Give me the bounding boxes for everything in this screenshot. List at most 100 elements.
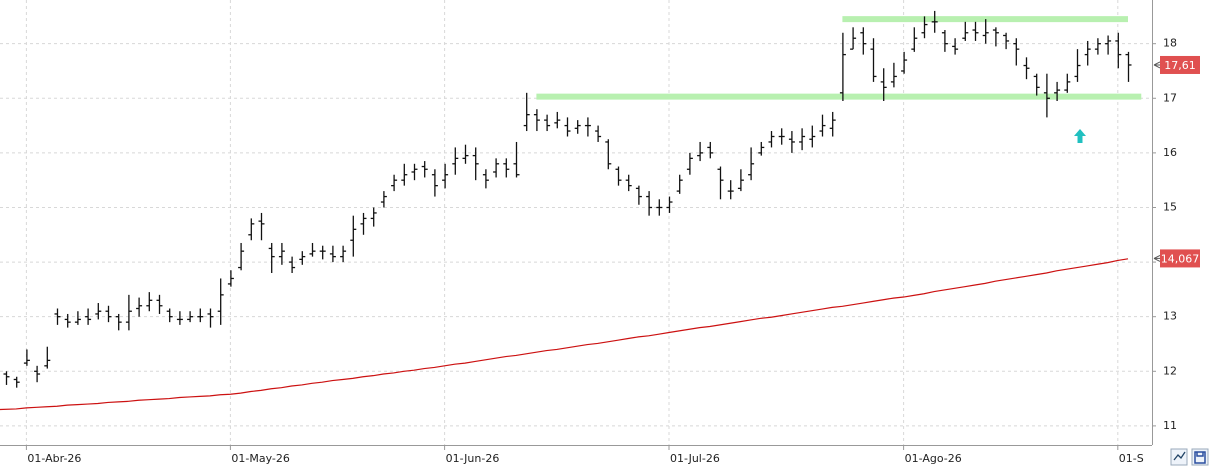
ohlc-bar [819,114,826,137]
ohlc-bar [1074,49,1081,82]
ohlc-bar [635,185,642,205]
ohlc-bar [187,311,194,323]
ohlc-bar [452,147,459,175]
ohlc-bar [1043,73,1050,118]
ohlc-bar [1013,38,1020,66]
ohlc-bar [799,128,806,151]
ohlc-bar [258,212,265,241]
ohlc-bar [391,174,398,192]
ohlc-bar [503,158,510,178]
ohlc-bar [431,169,438,197]
ohlc-bar [921,16,928,39]
ohlc-bar [646,191,653,216]
ohlc-bar [1064,73,1071,93]
ohlc-bar [758,141,765,156]
y-tick-label: 17 [1163,91,1177,104]
ohlc-bar [544,114,551,132]
ohlc-bar [982,19,989,44]
ohlc-bar [1105,35,1112,55]
x-tick-label: 01-May-26 [231,452,289,465]
x-tick-label: 01-Ago-26 [905,452,962,465]
price-label-box [1160,55,1200,74]
y-tick-label: 11 [1163,419,1177,432]
ohlc-bar [788,131,795,153]
ohlc-bar [482,169,489,189]
ohlc-bar [207,308,214,328]
ohlc-bar [1125,51,1132,82]
ohlc-bar [125,294,132,331]
up-arrow [1074,129,1086,143]
ohlc-bar [605,139,612,170]
ohlc-bar [227,270,234,287]
ohlc-bar [176,311,183,325]
ohlc-bar [34,365,41,383]
ohlc-bar [166,308,173,323]
ohlc-bar [1033,73,1040,96]
ohlc-bar [513,141,520,178]
ohlc-bar [95,303,102,320]
price-label: 17,61 [1164,59,1196,72]
price-label-box [1160,249,1200,268]
y-tick-label: 16 [1163,146,1177,159]
grid-layer [0,0,1152,445]
y-tick-label: 18 [1163,37,1177,50]
ohlc-bar [554,111,561,129]
ohlc-bar [962,21,969,41]
tool-button[interactable] [1170,448,1188,466]
ohlc-bar [197,308,204,323]
tool-icon [1173,451,1186,461]
ohlc-bar [615,166,622,186]
ohlc-bar [146,292,153,312]
ohlc-bar [44,346,51,369]
ohlc-bar [278,242,285,265]
ohlc-bar [737,169,744,192]
ohlc-bar [717,166,724,200]
ohlc-bar [992,27,999,47]
bar-layer [3,10,1132,388]
ohlc-bar [829,111,836,137]
save-button[interactable] [1191,448,1209,466]
ohlc-bar [574,120,581,134]
ohlc-bar [74,311,81,325]
ohlc-bar [911,27,918,52]
price-label: 14,067 [1161,252,1200,265]
ohlc-bar [1054,81,1061,102]
ohlc-bar [238,242,245,271]
y-tick-label: 13 [1163,310,1177,323]
ohlc-bar [329,245,336,263]
x-tick-label: 01-Abr-26 [27,452,81,465]
y-tick-label: 15 [1163,200,1177,213]
ohlc-bar [340,245,347,263]
ohlc-bar [839,32,846,102]
ohlc-bar [370,207,377,227]
ohlc-bar [850,27,857,50]
ohlc-bar [778,128,785,145]
ohlc-bar [268,242,275,274]
x-tick-label: 01-Jun-26 [446,452,500,465]
ohlc-bar [564,117,571,137]
ohlc-bar [3,371,10,385]
ohlc-bar [23,349,30,366]
ohlc-bar [727,180,734,200]
ohlc-bar [248,218,255,241]
ohlc-bar [217,278,224,325]
ohlc-bar [1023,57,1030,80]
ohlc-bar [972,21,979,41]
ohlc-bar [595,125,602,142]
ohlc-bar [13,376,20,388]
ohlc-bar [697,141,704,162]
ohlc-bar [625,174,632,192]
ohlc-bar [901,51,908,74]
ohlc-bar [289,256,296,274]
ohlc-bar [350,215,357,257]
ohlc-bar [115,313,122,331]
x-tick-label: 01-S [1119,452,1144,465]
ohlc-bar [666,196,673,213]
ohlc-bar [309,242,316,257]
ohlc-bar [656,199,663,216]
ohlc-bar [748,147,755,181]
ohlc-bar [870,38,877,82]
ohlc-bar [931,10,938,33]
